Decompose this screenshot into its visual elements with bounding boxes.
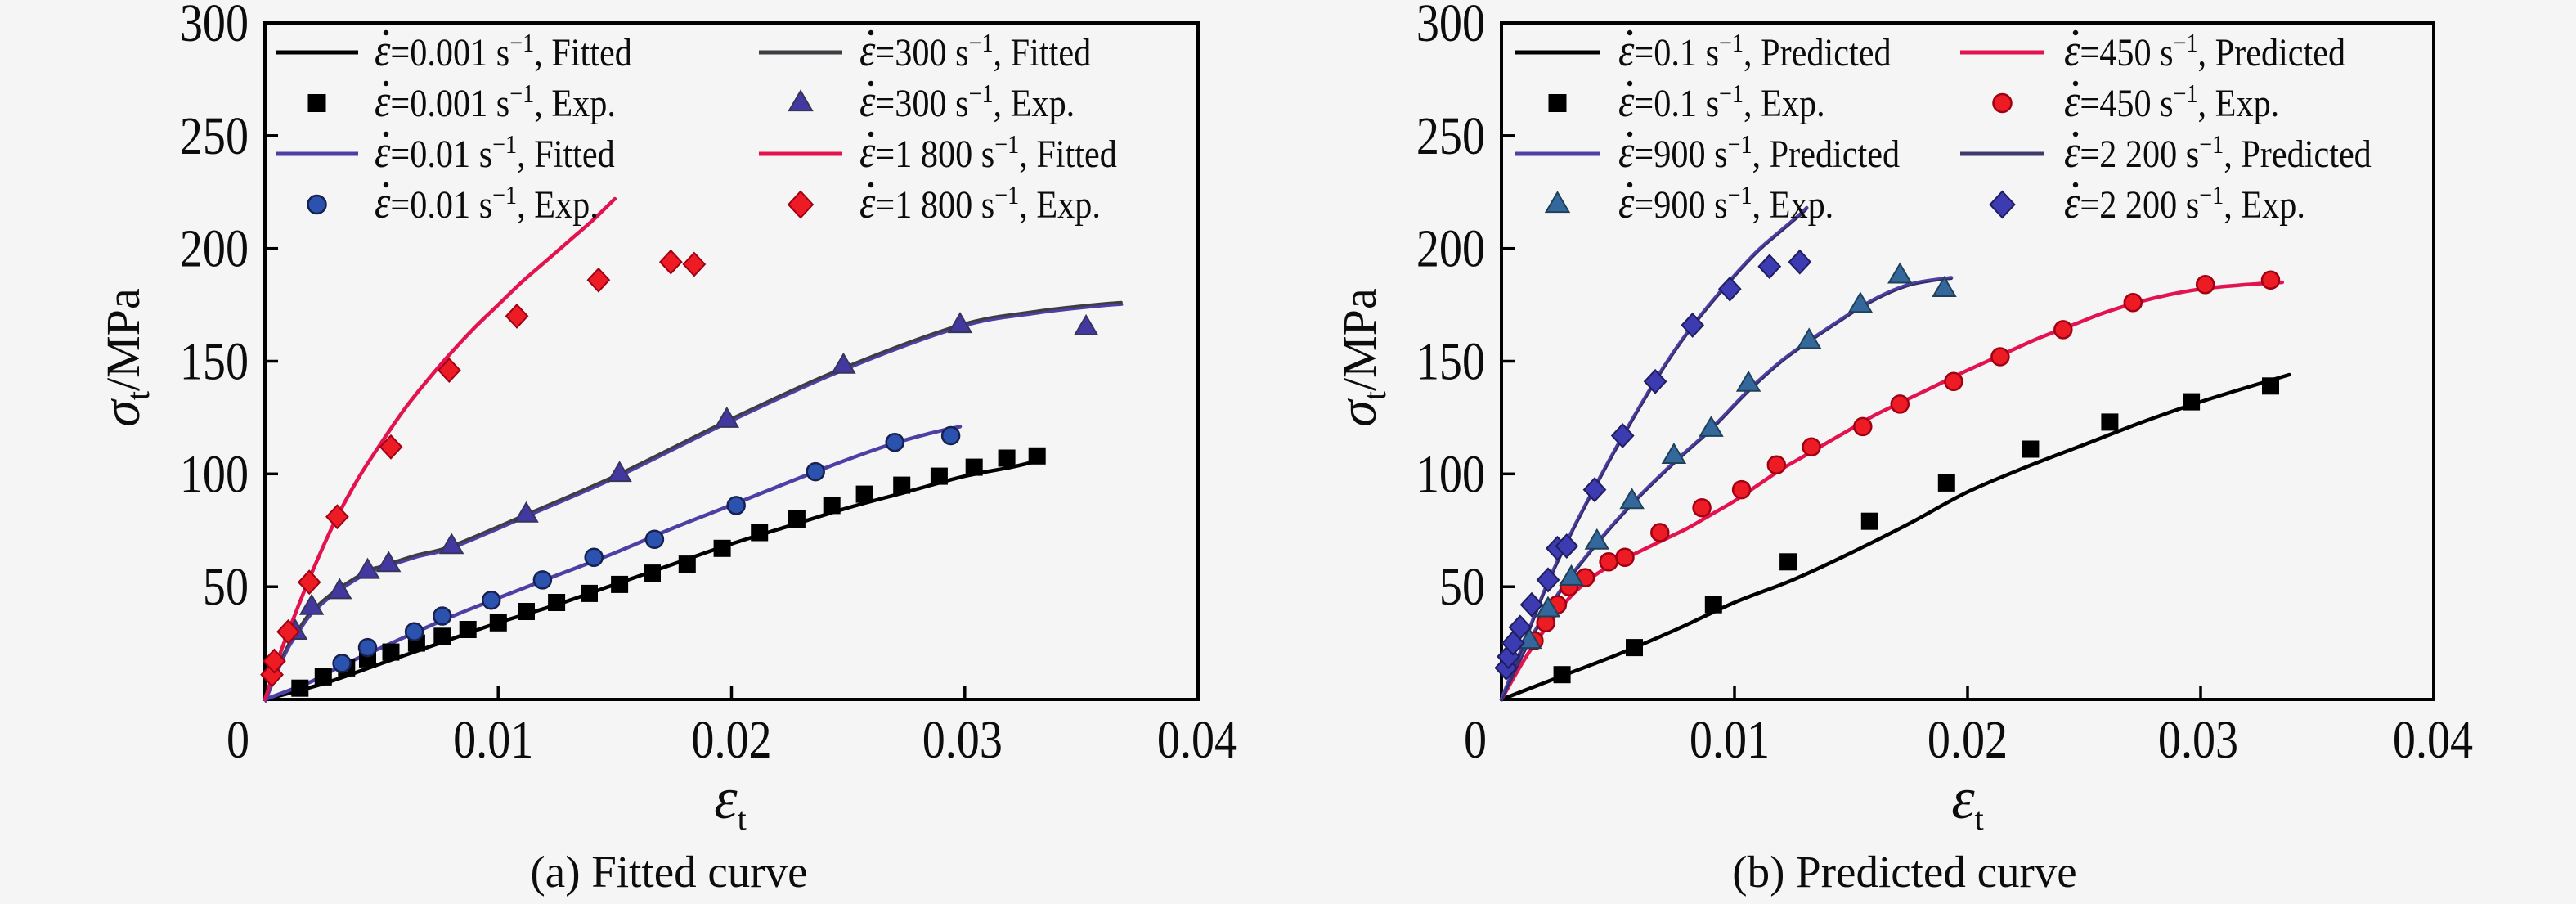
svg-text:ε=300 s−1, Fitted: ε=300 s−1, Fitted: [859, 25, 1092, 76]
svg-text:0.01: 0.01: [453, 710, 533, 770]
svg-text:50: 50: [1439, 557, 1485, 617]
svg-text:ε=0.01 s−1, Fitted: ε=0.01 s−1, Fitted: [375, 127, 615, 178]
svg-text:0.03: 0.03: [922, 710, 1003, 770]
svg-text:0: 0: [1464, 710, 1487, 770]
svg-text:εt: εt: [1951, 766, 1984, 837]
svg-text:0.02: 0.02: [691, 710, 771, 770]
svg-text:50: 50: [203, 557, 249, 617]
svg-text:ε=450 s−1, Predicted: ε=450 s−1, Predicted: [2064, 25, 2346, 76]
svg-text:ε=450 s−1, Exp.: ε=450 s−1, Exp.: [2064, 76, 2279, 127]
svg-text:0: 0: [227, 710, 249, 770]
svg-text:ε=2 200 s−1, Predicted: ε=2 200 s−1, Predicted: [2064, 127, 2372, 178]
svg-text:0.02: 0.02: [1928, 710, 2008, 770]
svg-text:0.03: 0.03: [2158, 710, 2238, 770]
svg-text:(b) Predicted curve: (b) Predicted curve: [1732, 847, 2076, 897]
svg-text:σt/MPa: σt/MPa: [92, 288, 156, 426]
svg-text:(a) Fitted curve: (a) Fitted curve: [530, 847, 807, 897]
svg-text:100: 100: [180, 444, 249, 504]
svg-text:ε=2 200 s−1, Exp.: ε=2 200 s−1, Exp.: [2064, 178, 2305, 228]
svg-text:200: 200: [1416, 219, 1485, 279]
svg-text:ε=1 800 s−1, Fitted: ε=1 800 s−1, Fitted: [859, 127, 1117, 178]
svg-text:ε=900 s−1, Exp.: ε=900 s−1, Exp.: [1618, 178, 1833, 228]
svg-text:250: 250: [1416, 106, 1485, 166]
svg-text:100: 100: [1416, 444, 1485, 504]
svg-text:ε=0.01 s−1, Exp.: ε=0.01 s−1, Exp.: [375, 178, 599, 228]
svg-text:ε=1 800 s−1, Exp.: ε=1 800 s−1, Exp.: [859, 178, 1101, 228]
svg-text:ε=0.1 s−1, Predicted: ε=0.1 s−1, Predicted: [1618, 25, 1892, 76]
svg-text:250: 250: [180, 106, 249, 166]
svg-text:0.04: 0.04: [2393, 710, 2473, 770]
svg-text:150: 150: [1416, 331, 1485, 391]
svg-text:300: 300: [1416, 0, 1485, 53]
svg-text:σt/MPa: σt/MPa: [1328, 288, 1393, 426]
svg-text:ε=0.001 s−1, Fitted: ε=0.001 s−1, Fitted: [375, 25, 632, 76]
svg-text:0.01: 0.01: [1690, 710, 1770, 770]
svg-text:ε=0.001 s−1, Exp.: ε=0.001 s−1, Exp.: [375, 76, 616, 127]
svg-text:ε=0.1 s−1, Exp.: ε=0.1 s−1, Exp.: [1618, 76, 1825, 127]
svg-text:200: 200: [180, 219, 249, 279]
svg-text:ε=300 s−1, Exp.: ε=300 s−1, Exp.: [859, 76, 1075, 127]
svg-text:150: 150: [180, 331, 249, 391]
svg-text:300: 300: [180, 0, 249, 53]
svg-text:ε=900 s−1, Predicted: ε=900 s−1, Predicted: [1618, 127, 1901, 178]
svg-text:0.04: 0.04: [1157, 710, 1237, 770]
svg-text:εt: εt: [714, 766, 747, 837]
